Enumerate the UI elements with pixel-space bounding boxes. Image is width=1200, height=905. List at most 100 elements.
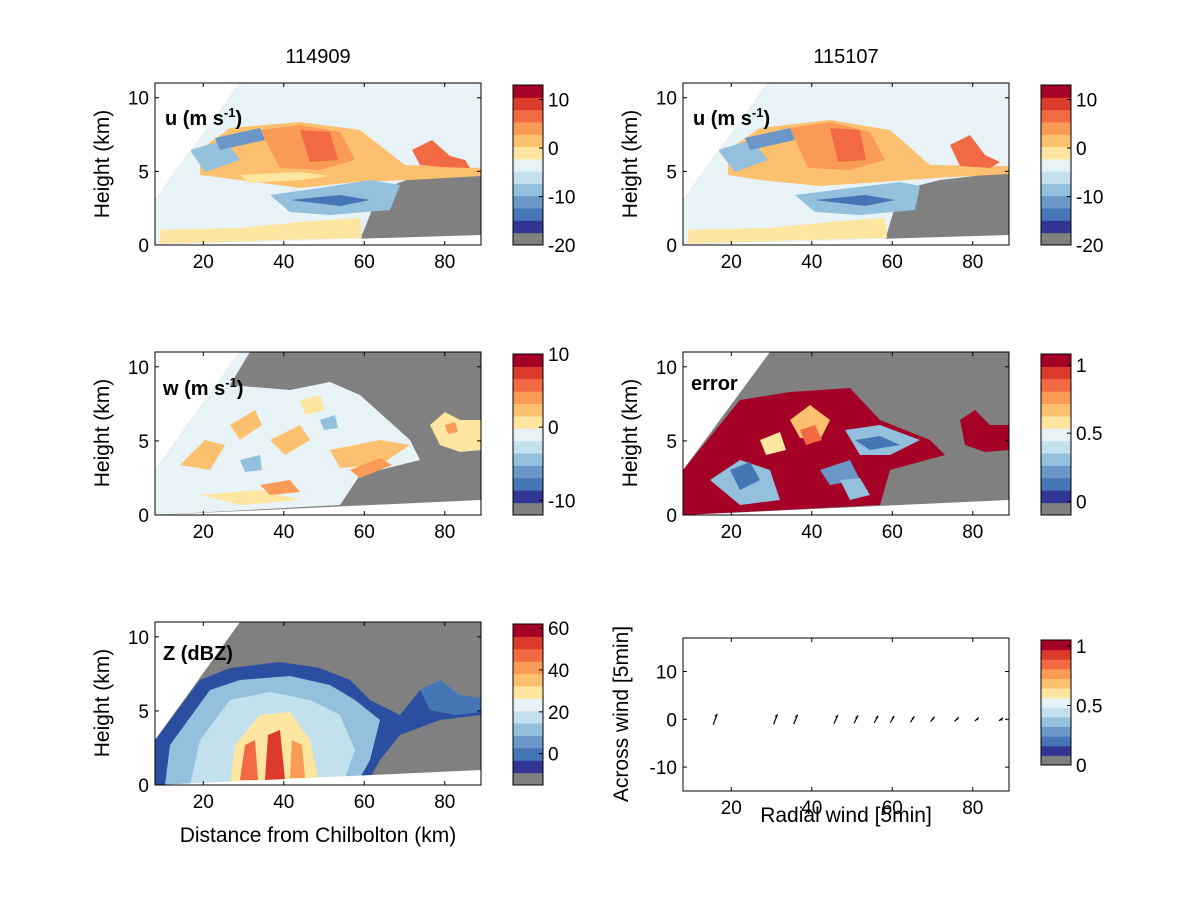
y-tick-label: 0 bbox=[666, 236, 677, 257]
colorbar-segment bbox=[1041, 440, 1071, 454]
colorbar-segment bbox=[1041, 428, 1071, 442]
colorbar-tick-label: 0 bbox=[1076, 492, 1087, 513]
ylabel-u-left: Height (km) bbox=[91, 110, 114, 219]
colorbar-tick-label: -20 bbox=[1076, 236, 1103, 257]
colorbar-segment bbox=[513, 440, 543, 454]
colorbar-tick-label: -20 bbox=[548, 236, 575, 257]
colorbar-tick-label: 20 bbox=[548, 703, 569, 724]
colorbar-tick-label: 0.5 bbox=[1076, 424, 1102, 445]
colorbar-segment bbox=[513, 698, 543, 712]
colorbar-segment bbox=[513, 735, 543, 749]
y-tick-label: 0 bbox=[666, 710, 677, 731]
colorbar-frame bbox=[1040, 639, 1072, 766]
y-tick-label: 10 bbox=[656, 358, 677, 379]
colorbar-frame bbox=[512, 623, 544, 786]
wind-arrow bbox=[833, 714, 839, 724]
label-z-left: Z (dBZ) bbox=[163, 643, 233, 665]
ticks-z-left: 20 40 60 80 0 5 10 bbox=[128, 622, 481, 813]
wind-arrow bbox=[712, 713, 718, 725]
colorbar-segment bbox=[513, 415, 543, 429]
wind-arrow bbox=[793, 714, 799, 725]
colorbar-segment bbox=[513, 477, 543, 491]
axes-frame-error-right bbox=[682, 351, 1010, 516]
colorbar-segment bbox=[513, 220, 543, 234]
colorbar-segment bbox=[513, 146, 543, 160]
colorbar-tick-label: -10 bbox=[548, 188, 575, 209]
axes-frame-wind bbox=[682, 637, 1010, 792]
colorbar-segment bbox=[1041, 716, 1071, 728]
colorbar-segment bbox=[1041, 354, 1071, 367]
colorbar-tick-label: 0 bbox=[548, 139, 559, 160]
x-tick-label: 60 bbox=[882, 252, 903, 273]
colorbar-segment bbox=[1041, 232, 1071, 246]
colorbar-tick-label: 10 bbox=[1076, 91, 1097, 112]
ticks-wind: 20 40 60 80 -10 0 10 bbox=[650, 638, 1009, 819]
x-tick-label: 60 bbox=[882, 798, 903, 819]
colorbar-tick-label: -10 bbox=[1076, 188, 1103, 209]
colorbar-segment bbox=[1041, 502, 1071, 516]
colorbar-segment bbox=[513, 121, 543, 135]
heatmap-w-left bbox=[155, 352, 481, 515]
colorbar-segment bbox=[1041, 97, 1071, 111]
colorbar-segment bbox=[513, 636, 543, 650]
colorbar-segment bbox=[513, 158, 543, 172]
colorbar-segment bbox=[1041, 183, 1071, 197]
colorbar-z-left: 60 40 20 0 bbox=[512, 619, 569, 786]
colorbar-segment bbox=[1041, 640, 1071, 651]
colorbar-segment bbox=[513, 760, 543, 774]
colorbar-segment bbox=[513, 183, 543, 197]
panel-u-right: u (m s-1) 20 40 60 80 0 5 10 Height (km) 10 0 -1… bbox=[619, 82, 1103, 273]
colorbar-segment bbox=[1041, 755, 1071, 766]
x-tick-label: 40 bbox=[801, 798, 822, 819]
colorbar-segment bbox=[513, 208, 543, 221]
y-tick-label: 5 bbox=[138, 432, 149, 453]
x-tick-label: 20 bbox=[721, 798, 742, 819]
colorbar-segment bbox=[1041, 726, 1071, 737]
colorbar-segment bbox=[513, 354, 543, 367]
wind-arrow bbox=[974, 717, 980, 722]
x-tick-label: 60 bbox=[354, 522, 375, 543]
ticks-error-right: 20 40 60 80 0 5 10 bbox=[656, 352, 1009, 543]
colorbar-segment bbox=[1041, 688, 1071, 699]
axes-frame-z-left bbox=[154, 621, 482, 786]
colorbar-segment bbox=[1041, 121, 1071, 135]
colorbar-segment bbox=[1041, 707, 1071, 718]
colorbar-segment bbox=[513, 772, 543, 786]
y-tick-label: -10 bbox=[650, 758, 677, 779]
heatmap-u-left bbox=[155, 83, 481, 245]
wind-arrow bbox=[873, 715, 879, 724]
axes-frame-u-left bbox=[154, 82, 482, 246]
colorbar-segment bbox=[1041, 158, 1071, 172]
title-left: 114909 bbox=[285, 46, 350, 68]
wind-arrow bbox=[954, 716, 960, 722]
panel-u-left: u (m s-1) 20 40 60 80 0 5 10 Height (km) 10 0 -1… bbox=[91, 82, 575, 273]
ylabel-z-left: Height (km) bbox=[91, 649, 114, 758]
colorbar-segment bbox=[1041, 378, 1071, 392]
ticks-u-left: 20 40 60 80 0 5 10 bbox=[128, 83, 481, 273]
wind-arrow bbox=[773, 714, 779, 725]
colorbar-segment bbox=[513, 502, 543, 516]
colorbar-tick-label: 0.5 bbox=[1076, 696, 1102, 717]
colorbar-tick-label: 0 bbox=[548, 745, 559, 766]
colorbar-segment bbox=[513, 685, 543, 699]
colorbar-tick-label: 40 bbox=[548, 661, 569, 682]
colorbar-tick-label: 1 bbox=[1076, 356, 1087, 377]
colorbar-segment bbox=[1041, 134, 1071, 148]
colorbar-segment bbox=[1041, 220, 1071, 234]
x-tick-label: 80 bbox=[434, 792, 455, 813]
x-tick-label: 60 bbox=[354, 252, 375, 273]
colorbar-segment bbox=[1041, 465, 1071, 479]
heatmap-u-right bbox=[683, 83, 1009, 245]
wind-arrow bbox=[930, 716, 936, 723]
y-tick-label: 0 bbox=[666, 506, 677, 527]
colorbar-segment bbox=[1041, 85, 1071, 98]
ylabel-w-left: Height (km) bbox=[91, 379, 114, 488]
heatmap-error-right bbox=[683, 352, 1009, 515]
xlabel-z-left: Distance from Chilbolton (km) bbox=[180, 824, 457, 847]
colorbar-segment bbox=[513, 366, 543, 380]
colorbar-frame bbox=[512, 353, 544, 516]
x-tick-label: 80 bbox=[962, 522, 983, 543]
